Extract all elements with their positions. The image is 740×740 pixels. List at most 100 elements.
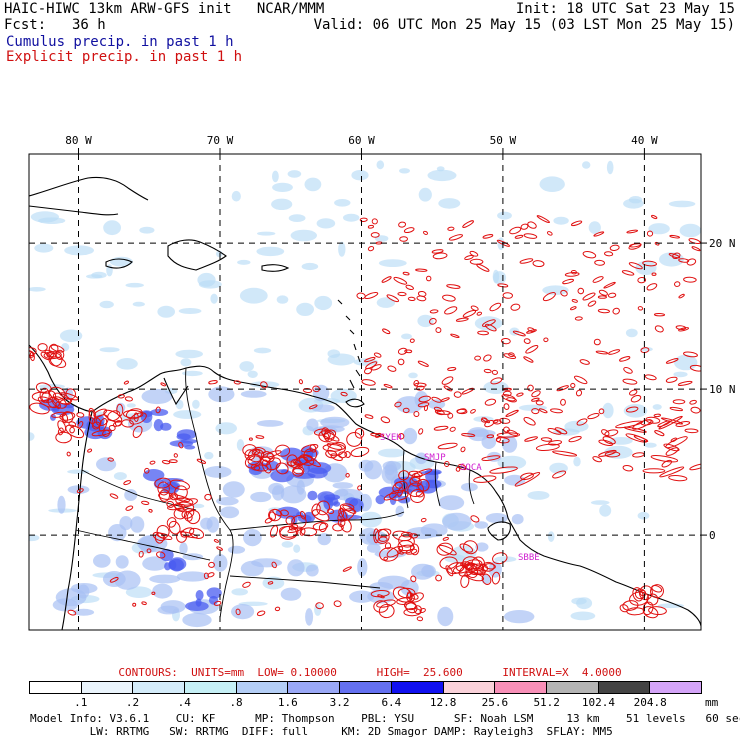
- explicit-precip-cell: [612, 307, 620, 315]
- explicit-precip-cell: [65, 424, 85, 439]
- explicit-precip-cell: [327, 508, 335, 515]
- explicit-precip-cell: [514, 234, 524, 239]
- explicit-precip-cell: [571, 299, 578, 303]
- explicit-precip-cell: [88, 409, 96, 425]
- explicit-precip-cell: [414, 382, 427, 388]
- explicit-precip-cell: [433, 425, 449, 431]
- explicit-precip-cell: [178, 442, 184, 449]
- color-bar-box: [185, 682, 237, 693]
- explicit-precip-cell: [418, 395, 431, 403]
- explicit-precip-cell: [303, 448, 318, 462]
- cumulus-precip-cell: [376, 160, 385, 170]
- explicit-precip-cell: [686, 258, 697, 266]
- explicit-precip-cell: [373, 528, 380, 544]
- cumulus-precip-cell: [157, 305, 175, 318]
- cumulus-precip-cell: [375, 495, 386, 505]
- explicit-precip-cell: [598, 289, 608, 296]
- explicit-precip-cell: [298, 379, 303, 385]
- cumulus-precip-cell: [138, 536, 159, 553]
- valid-time: Valid: 06 UTC Mon 25 May 15 (03 LST Mon …: [313, 17, 735, 33]
- explicit-precip-cell: [346, 431, 363, 447]
- color-bar-level: 1.6: [277, 696, 298, 709]
- cumulus-precip-cell: [204, 451, 214, 460]
- color-bar-level: 102.4: [581, 696, 616, 709]
- explicit-precip-cell: [503, 403, 510, 410]
- cumulus-precip-cell: [253, 347, 272, 354]
- explicit-precip-cell: [447, 226, 455, 231]
- explicit-precip-cell: [55, 349, 65, 360]
- cumulus-precip-cell: [210, 293, 218, 304]
- explicit-precip-cell: [484, 419, 495, 428]
- explicit-precip-cell: [582, 292, 596, 301]
- explicit-precip-cell: [621, 270, 635, 276]
- explicit-precip-cell: [598, 439, 614, 446]
- color-bar-level: 25.6: [481, 696, 509, 709]
- explicit-precip-cell: [68, 421, 77, 428]
- explicit-precip-cell: [481, 417, 491, 424]
- cumulus-precip-cell: [652, 404, 662, 410]
- explicit-precip-cell: [608, 349, 621, 355]
- cumulus-precip-cell: [276, 295, 289, 304]
- explicit-precip-cell: [160, 382, 166, 387]
- explicit-precip-cell: [560, 398, 566, 406]
- cumulus-precip-cell: [256, 420, 284, 427]
- explicit-precip-cell: [173, 453, 178, 458]
- explicit-precip-cell: [196, 458, 207, 464]
- explicit-precip-cell: [492, 552, 508, 565]
- explicit-precip-cell: [431, 249, 444, 254]
- explicit-precip-cell: [318, 429, 335, 443]
- explicit-precip-cell: [50, 344, 65, 353]
- explicit-precip-cell: [527, 327, 535, 332]
- cumulus-precip-cell: [250, 491, 272, 503]
- explicit-precip-cell: [462, 220, 474, 228]
- explicit-precip-cell: [123, 480, 132, 486]
- explicit-precip-cell: [629, 591, 649, 606]
- explicit-precip-cell: [540, 437, 553, 442]
- cumulus-precip-cell: [542, 285, 569, 296]
- explicit-precip-cell: [340, 391, 348, 397]
- explicit-precip-cell: [587, 300, 597, 307]
- explicit-precip-cell: [175, 497, 194, 506]
- explicit-precip-cell: [410, 593, 419, 600]
- explicit-precip-cell: [473, 475, 497, 483]
- explicit-precip-cell: [402, 271, 410, 276]
- explicit-precip-cell: [417, 402, 430, 408]
- explicit-precip-cell: [523, 338, 531, 344]
- cumulus-precip-cell: [474, 521, 489, 529]
- explicit-precip-cell: [556, 385, 569, 392]
- cumulus-precip-cell: [625, 328, 638, 338]
- explicit-precip-cell: [285, 515, 296, 525]
- cumulus-precip-cell: [34, 243, 54, 253]
- explicit-precip-cell: [630, 394, 642, 403]
- explicit-precip-cell: [144, 467, 150, 474]
- cumulus-precip-cell: [262, 576, 285, 590]
- cumulus-precip-cell: [637, 511, 650, 520]
- explicit-precip-cell: [213, 539, 219, 543]
- explicit-precip-cell: [410, 575, 417, 583]
- explicit-precip-cell: [35, 382, 52, 394]
- explicit-precip-cell: [48, 386, 66, 400]
- explicit-precip-cell: [293, 467, 304, 475]
- explicit-precip-cell: [376, 599, 396, 608]
- explicit-precip-cell: [51, 411, 67, 418]
- explicit-precip-cell: [546, 231, 553, 236]
- explicit-precip-cell: [570, 220, 583, 227]
- explicit-precip-cell: [288, 524, 299, 531]
- explicit-precip-cell: [268, 511, 277, 521]
- explicit-precip-cell: [447, 412, 454, 419]
- explicit-precip-cell: [417, 290, 427, 297]
- explicit-precip-cell: [392, 586, 413, 603]
- explicit-precip-cell: [124, 396, 133, 402]
- explicit-precip-cell: [684, 428, 699, 434]
- explicit-precip-cell: [132, 425, 143, 439]
- explicit-precip-cell: [483, 354, 492, 362]
- explicit-precip-cell: [208, 380, 218, 385]
- explicit-precip-cell: [344, 451, 351, 458]
- explicit-precip-cell: [396, 550, 404, 555]
- explicit-precip-cell: [123, 380, 129, 385]
- cumulus-precip-cell: [483, 381, 509, 394]
- explicit-precip-cell: [477, 330, 489, 336]
- explicit-precip-cell: [345, 473, 350, 478]
- explicit-precip-cell: [370, 232, 380, 238]
- explicit-precip-cell: [520, 472, 534, 480]
